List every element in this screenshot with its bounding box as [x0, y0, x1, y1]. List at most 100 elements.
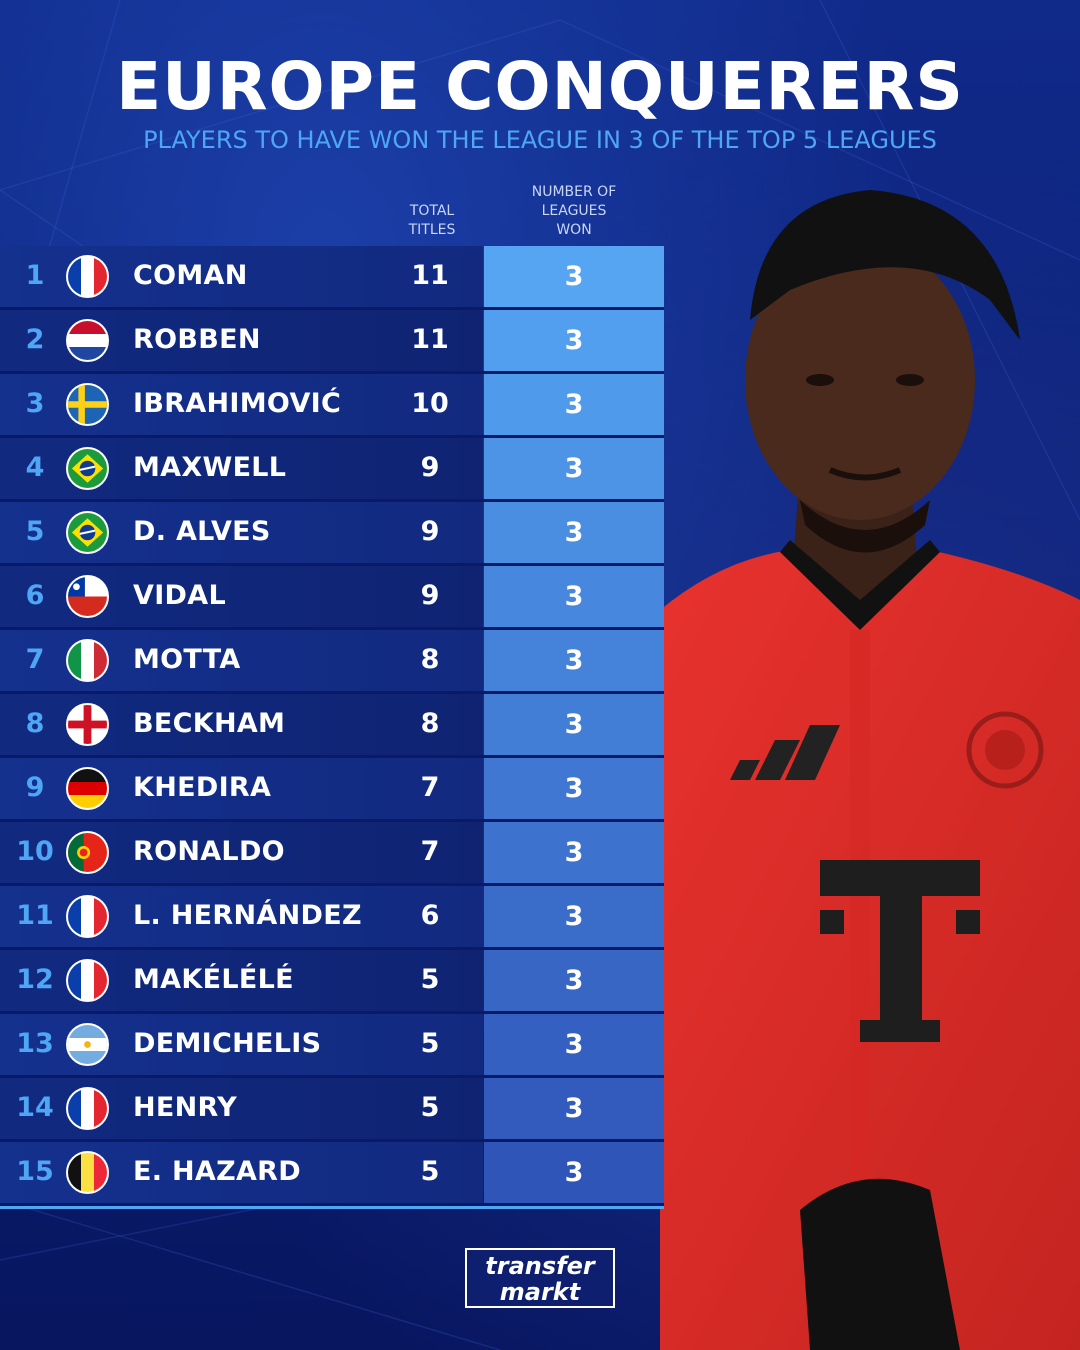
- france-flag-icon: [66, 959, 109, 1002]
- brazil-flag-icon: [66, 511, 109, 554]
- total-titles-value: 8: [420, 708, 440, 739]
- total-titles-value: 7: [420, 772, 440, 803]
- total-titles-value: 9: [420, 516, 440, 547]
- rank-number: 4: [25, 452, 45, 483]
- column-header-line: TITLES: [408, 222, 456, 238]
- total-titles-value: 5: [420, 964, 440, 995]
- logo-text-line: transfer: [485, 1252, 595, 1280]
- belgium-flag-icon: [66, 1151, 109, 1194]
- rank-number: 9: [25, 772, 45, 803]
- table-row: 15 E. HAZARD 5 3: [0, 1142, 664, 1206]
- france-flag-icon: [66, 255, 109, 298]
- leagues-won-value: 3: [484, 566, 664, 627]
- page-title: EUROPE CONQUERERS: [116, 48, 964, 125]
- player-name: RONALDO: [133, 836, 285, 867]
- total-titles-value: 9: [420, 452, 440, 483]
- germany-flag-icon: [66, 767, 109, 810]
- total-titles-value: 7: [420, 836, 440, 867]
- player-name: ROBBEN: [133, 324, 261, 355]
- total-titles-value: 11: [411, 260, 449, 291]
- table-row: 9 KHEDIRA 7 3: [0, 758, 664, 822]
- player-name: HENRY: [133, 1092, 238, 1123]
- player-name: L. HERNÁNDEZ: [133, 900, 362, 931]
- player-name: VIDAL: [133, 580, 226, 611]
- leagues-won-value: 3: [484, 502, 664, 563]
- leagues-won-value: 3: [484, 822, 664, 883]
- rank-number: 13: [16, 1028, 54, 1059]
- leagues-won-value: 3: [484, 1014, 664, 1075]
- player-name: KHEDIRA: [133, 772, 272, 803]
- rank-number: 10: [16, 836, 54, 867]
- leagues-won-value: 3: [484, 246, 664, 307]
- total-titles-value: 8: [420, 644, 440, 675]
- rank-number: 8: [25, 708, 45, 739]
- total-titles-value: 5: [420, 1092, 440, 1123]
- player-name: D. ALVES: [133, 516, 271, 547]
- table-row: 12 MAKÉLÉLÉ 5 3: [0, 950, 664, 1014]
- rank-number: 14: [16, 1092, 54, 1123]
- player-name: E. HAZARD: [133, 1156, 301, 1187]
- table-row: 2 ROBBEN 11 3: [0, 310, 664, 374]
- transfermarkt-logo: transfer markt: [465, 1248, 615, 1308]
- table-row: 1 COMAN 11 3: [0, 246, 664, 310]
- table-row: 14 HENRY 5 3: [0, 1078, 664, 1142]
- portugal-flag-icon: [66, 831, 109, 874]
- rank-number: 11: [16, 900, 54, 931]
- player-name: BECKHAM: [133, 708, 286, 739]
- italy-flag-icon: [66, 639, 109, 682]
- leagues-won-value: 3: [484, 758, 664, 819]
- page-subtitle: PLAYERS TO HAVE WON THE LEAGUE IN 3 OF T…: [143, 126, 937, 154]
- rank-number: 7: [25, 644, 45, 675]
- table-row: 3 IBRAHIMOVIĆ 10 3: [0, 374, 664, 438]
- leagues-won-value: 3: [484, 694, 664, 755]
- netherlands-flag-icon: [66, 319, 109, 362]
- total-titles-value: 5: [420, 1028, 440, 1059]
- player-silhouette-icon: [660, 190, 1080, 1350]
- table-row: 7 MOTTA 8 3: [0, 630, 664, 694]
- total-titles-value: 11: [411, 324, 449, 355]
- leagues-won-value: 3: [484, 310, 664, 371]
- leagues-won-value: 3: [484, 1142, 664, 1203]
- table-row: 5 D. ALVES 9 3: [0, 502, 664, 566]
- player-name: MAKÉLÉLÉ: [133, 964, 294, 995]
- column-header-line: TOTAL: [409, 203, 455, 219]
- chile-flag-icon: [66, 575, 109, 618]
- table-row: 4 MAXWELL 9 3: [0, 438, 664, 502]
- column-header-total-titles: TOTAL TITLES: [392, 202, 472, 240]
- table-row: 10 RONALDO 7 3: [0, 822, 664, 886]
- player-name: MOTTA: [133, 644, 241, 675]
- france-flag-icon: [66, 1087, 109, 1130]
- rank-number: 12: [16, 964, 54, 995]
- rank-number: 1: [25, 260, 45, 291]
- column-header-leagues-won: NUMBER OF LEAGUES WON: [514, 183, 634, 240]
- column-header-line: NUMBER OF: [531, 184, 617, 200]
- table-row: 13 DEMICHELIS 5 3: [0, 1014, 664, 1078]
- table-row: 11 L. HERNÁNDEZ 6 3: [0, 886, 664, 950]
- player-name: DEMICHELIS: [133, 1028, 322, 1059]
- table-bottom-border: [0, 1206, 664, 1209]
- player-name: COMAN: [133, 260, 248, 291]
- rank-number: 5: [25, 516, 45, 547]
- sweden-flag-icon: [66, 383, 109, 426]
- total-titles-value: 10: [411, 388, 449, 419]
- leaderboard-table: 1 COMAN 11 3 2 ROBBEN 11 3 3 IBRAHIMOVIĆ…: [0, 246, 664, 1206]
- france-flag-icon: [66, 895, 109, 938]
- leagues-won-value: 3: [484, 1078, 664, 1139]
- total-titles-value: 9: [420, 580, 440, 611]
- leagues-won-value: 3: [484, 886, 664, 947]
- rank-number: 3: [25, 388, 45, 419]
- rank-number: 15: [16, 1156, 54, 1187]
- column-header-line: LEAGUES: [541, 203, 607, 219]
- player-name: MAXWELL: [133, 452, 287, 483]
- table-row: 8 BECKHAM 8 3: [0, 694, 664, 758]
- argentina-flag-icon: [66, 1023, 109, 1066]
- rank-number: 2: [25, 324, 45, 355]
- leagues-won-value: 3: [484, 950, 664, 1011]
- leagues-won-value: 3: [484, 374, 664, 435]
- england-flag-icon: [66, 703, 109, 746]
- total-titles-value: 6: [420, 900, 440, 931]
- logo-text-line: markt: [499, 1278, 581, 1306]
- rank-number: 6: [25, 580, 45, 611]
- table-row: 6 VIDAL 9 3: [0, 566, 664, 630]
- leagues-won-value: 3: [484, 438, 664, 499]
